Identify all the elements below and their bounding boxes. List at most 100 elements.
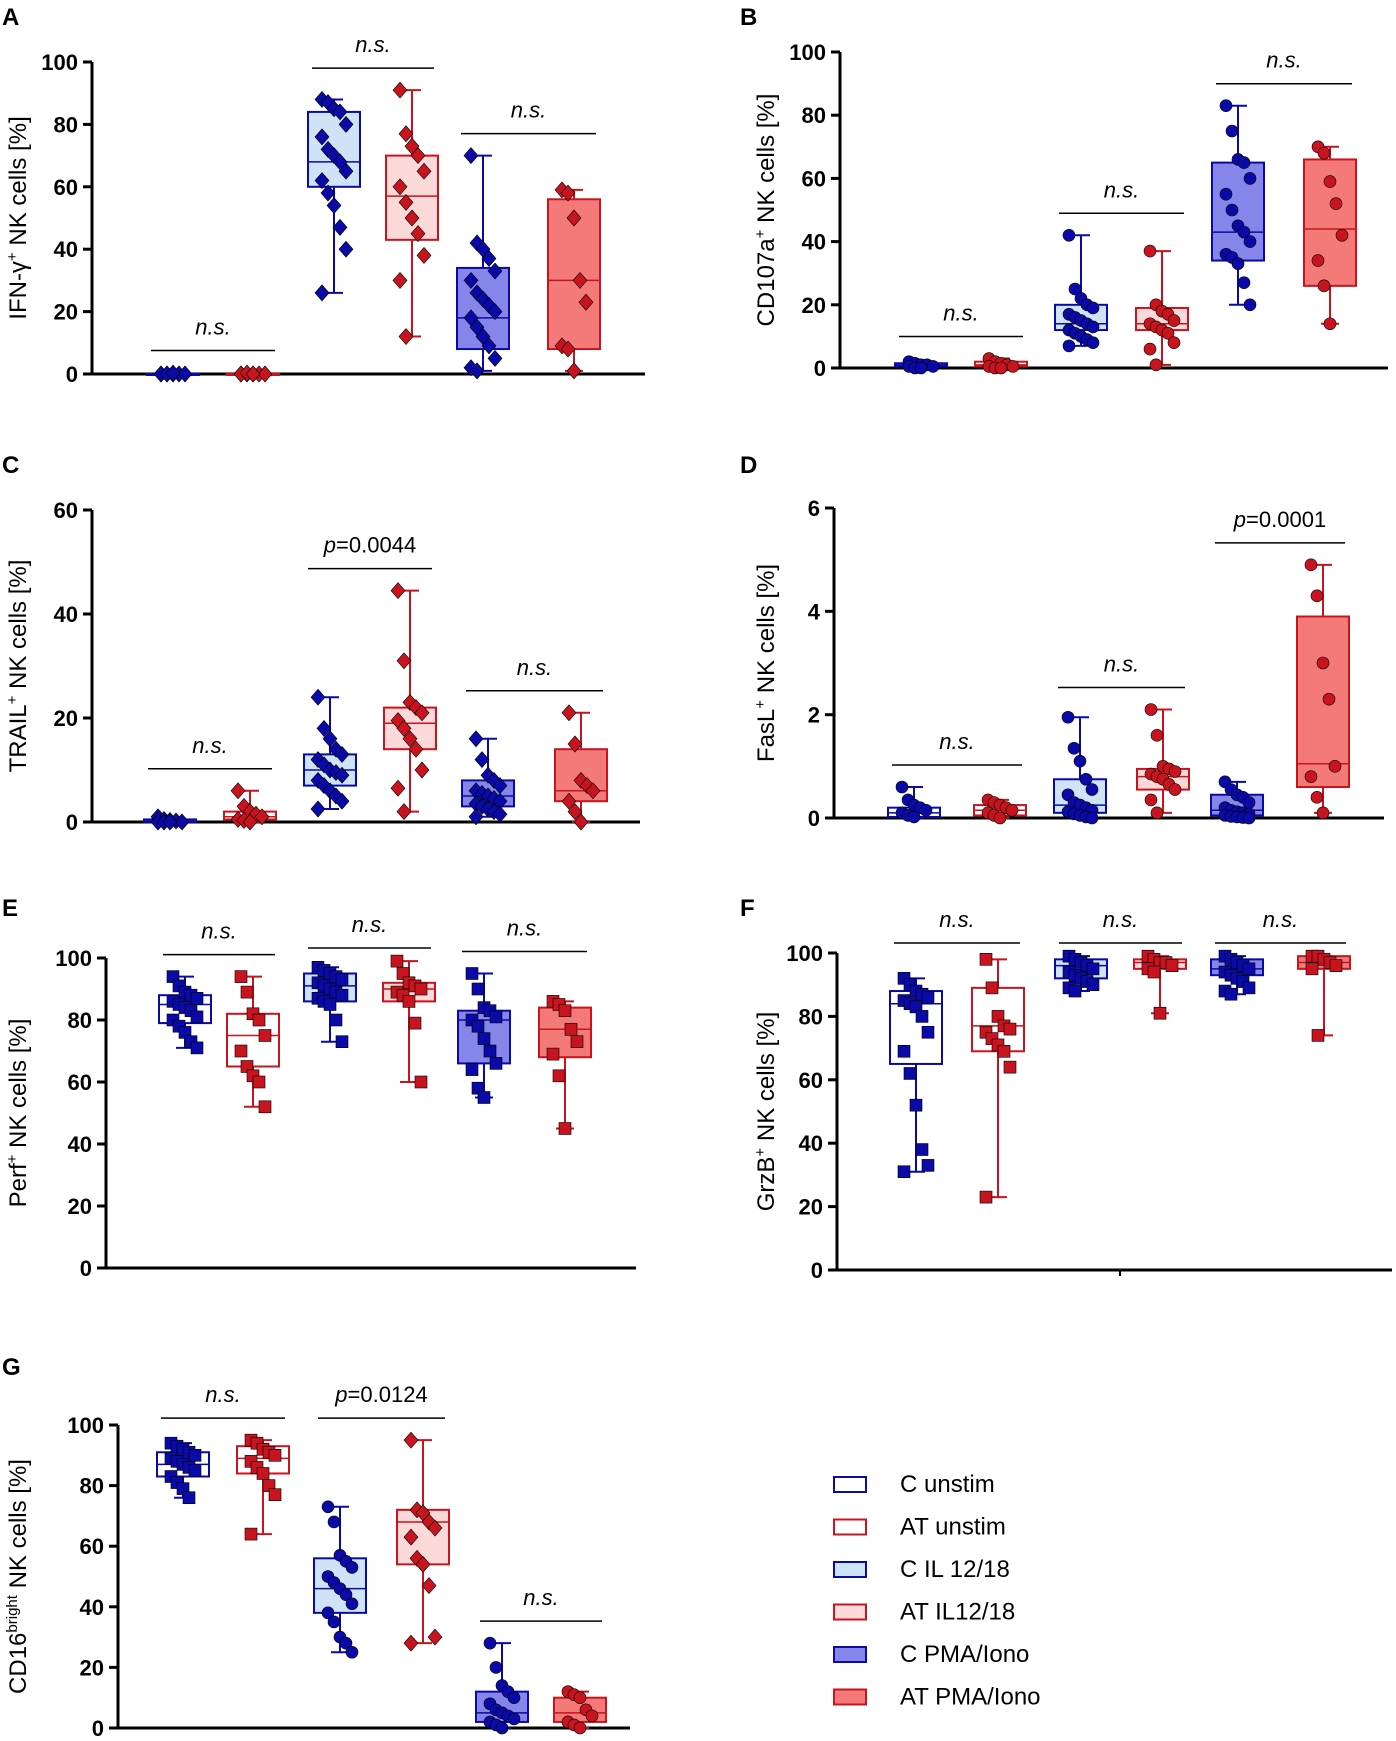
data-point [1161,326,1175,340]
legend-item: AT PMA/Iono [833,1684,1041,1711]
data-point [1310,589,1324,603]
panel-letter: C [2,452,19,479]
box-at-il12-18 [396,1431,450,1652]
significance-0: n.s. [148,733,272,770]
data-point [234,1044,248,1058]
data-point [427,1628,443,1646]
data-point [1242,811,1256,825]
box-c-il-12-18 [307,90,361,302]
data-point [573,1691,587,1704]
data-point [338,240,354,258]
data-point [489,1661,503,1674]
data-point [244,1527,258,1541]
data-point [390,779,406,797]
data-point [1243,298,1257,312]
box-c-il-12-18 [313,1500,367,1659]
data-point [408,740,424,758]
data-point [390,582,406,600]
data-point [421,1577,437,1595]
data-point [396,652,412,670]
panel-b: B 0 20 40 60 80 100 CD107a+ NK cells [%] n.s. n.s… [740,4,1388,381]
data-point [414,982,428,996]
data-point [1335,228,1349,242]
significance-0: n.s. [899,301,1023,338]
y-tick-label: 60 [799,1068,823,1093]
panel-letter: B [740,4,757,31]
box-at-pma-iono [553,1685,607,1735]
data-point [567,735,583,753]
significance-label: n.s. [1104,177,1139,202]
y-axis-label: Perf+ NK cells [%] [4,1019,32,1208]
data-point [483,1636,497,1650]
data-point [322,730,338,748]
data-point [1005,803,1019,817]
legend-label: AT PMA/Iono [900,1684,1041,1711]
box-c-pma-iono [1210,775,1264,825]
data-point [979,953,993,966]
data-point [570,1035,584,1048]
box-at-unstim [223,782,277,831]
data-point [469,362,485,380]
legend-label: AT IL12/18 [900,1599,1015,1626]
significance-label: p=0.0001 [1233,507,1326,532]
y-tick-label: 80 [68,1008,92,1033]
data-point [487,262,503,280]
data-point [326,197,342,214]
legend-swatch [833,1603,867,1621]
data-point [1167,314,1181,327]
data-point [403,1634,419,1652]
data-point [561,792,577,810]
data-point [1086,301,1100,315]
data-point [1305,962,1319,976]
y-tick-label: 0 [808,806,820,831]
data-point [190,991,204,1005]
data-point [334,792,350,810]
y-tick-label: 20 [68,1194,92,1219]
data-point [979,1190,993,1204]
box-at-unstim [971,953,1025,1204]
box-c-unstim [894,355,948,375]
data-point [408,1016,422,1030]
y-tick-label: 60 [802,166,826,191]
y-tick-label: 40 [54,602,78,627]
data-point [1150,729,1164,742]
y-tick-label: 80 [54,112,78,137]
y-tick-label: 0 [80,1256,92,1281]
y-tick-label: 80 [802,103,826,128]
data-point [897,1165,911,1179]
box-c-pma-iono [1210,949,1264,1001]
significance-1: n.s. [308,912,431,949]
data-point [903,1067,917,1080]
y-tick-label: 4 [808,599,821,624]
data-point [414,704,430,722]
box-at-pma-iono [1303,140,1357,331]
significance-label: n.s. [939,907,974,932]
data-point [403,1431,419,1449]
data-point [507,1691,521,1704]
legend-swatch [833,1688,867,1706]
significance-0: n.s. [894,907,1020,944]
significance-label: n.s. [1103,907,1138,932]
data-point [481,337,497,355]
data-point [1243,235,1257,248]
y-tick-label: 0 [92,1716,104,1741]
significance-0: n.s. [151,314,275,352]
legend-label: AT unstim [900,1514,1006,1541]
y-tick-label: 100 [55,946,92,971]
significance-label: p=0.0044 [323,533,416,558]
data-point [392,271,408,289]
data-point [321,1500,335,1514]
data-point [1168,765,1182,778]
significance-2: n.s. [466,655,603,692]
data-point [560,184,576,202]
panel-e: E 0 20 40 60 80 100 Perf+ NK cells [%] n.s. n.s. n… [2,895,636,1281]
significance-label: n.s. [511,98,546,123]
data-point [585,1709,599,1723]
data-point [1165,959,1179,972]
data-point [578,293,594,311]
data-point [1316,656,1330,670]
data-point [1243,172,1257,185]
significance-label: n.s. [192,733,227,758]
legend-swatch [833,1646,867,1663]
panel-letter: F [740,895,755,922]
